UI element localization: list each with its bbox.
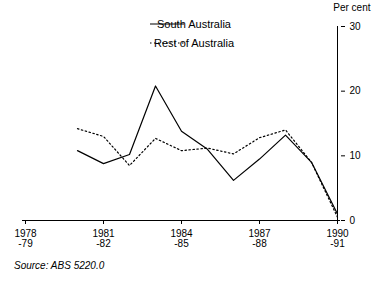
svg-text:1978-79: 1978-79 — [14, 228, 37, 249]
svg-text:1981-82: 1981-82 — [92, 228, 115, 249]
svg-text:1984-85: 1984-85 — [170, 228, 193, 249]
svg-text:0: 0 — [350, 215, 356, 226]
svg-text:Per cent: Per cent — [333, 2, 370, 13]
svg-text:20: 20 — [350, 85, 362, 96]
svg-text:30: 30 — [350, 21, 362, 32]
svg-text:Rest of Australia: Rest of Australia — [154, 37, 235, 49]
html-text:Source: ABS 5220.0: Source: ABS 5220.0 — [14, 260, 105, 271]
svg-text:1990-91: 1990-91 — [326, 228, 349, 249]
svg-text:South Australia: South Australia — [157, 18, 232, 30]
svg-text:1987-88: 1987-88 — [248, 228, 271, 249]
svg-text:10: 10 — [350, 150, 362, 161]
